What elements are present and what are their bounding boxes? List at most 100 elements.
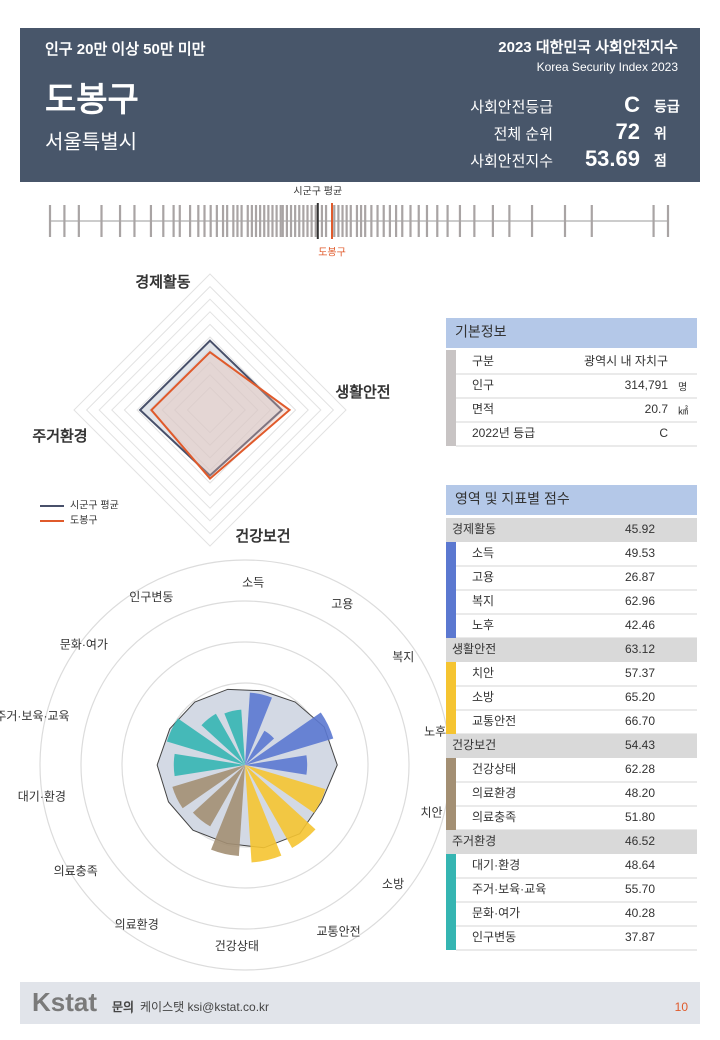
item-name: 고용 — [472, 570, 494, 584]
group-name: 주거환경 — [452, 834, 496, 848]
radar-grid — [98, 298, 322, 522]
item-score: 57.37 — [625, 666, 655, 680]
row-label: 구분 — [472, 354, 494, 368]
group-row — [446, 638, 697, 662]
row-value: 314,791 — [625, 378, 669, 392]
polar-wedge — [245, 730, 275, 765]
polar-wedge — [211, 765, 245, 856]
item-name: 인구변동 — [472, 930, 516, 944]
item-name: 의료충족 — [472, 810, 516, 824]
item-name: 주거·보육·교육 — [472, 882, 546, 896]
strip-district-label: 도봉구 — [318, 247, 346, 259]
item-name: 의료환경 — [472, 786, 516, 800]
polar-label: 의료충족 — [54, 864, 98, 878]
stat-label: 전체 순위 — [494, 126, 553, 143]
row-value: C — [659, 426, 668, 440]
radar-axis-label: 경제활동 — [135, 273, 190, 291]
row-marker — [446, 710, 456, 734]
stat-value: 72 — [616, 119, 640, 144]
group-score: 46.52 — [625, 834, 655, 848]
polar-wedge — [224, 709, 245, 765]
radar-axis-label: 생활안전 — [335, 383, 390, 401]
row-marker — [446, 758, 456, 782]
table-header — [446, 485, 697, 515]
item-score: 48.64 — [625, 858, 655, 872]
row-marker — [446, 806, 456, 830]
polar-wedge — [245, 765, 316, 849]
stat-value: 53.69 — [585, 146, 640, 171]
polar-label: 대기·환경 — [18, 790, 66, 804]
polar-wedge — [245, 755, 308, 775]
row-marker — [446, 398, 456, 422]
separator: | — [130, 1000, 133, 1014]
item-score: 62.28 — [625, 762, 655, 776]
radar-grid — [85, 285, 335, 535]
polar-wedge — [245, 712, 334, 765]
row-label: 인구 — [472, 378, 494, 392]
item-score: 65.20 — [625, 690, 655, 704]
radar-grid — [73, 273, 347, 547]
row-marker — [446, 350, 456, 374]
row-unit: ㎢ — [678, 406, 688, 418]
row-marker — [446, 542, 456, 566]
row-unit: 명 — [678, 382, 687, 394]
item-name: 대기·환경 — [472, 858, 520, 872]
footer-logo: Kstat — [32, 987, 97, 1017]
row-marker — [446, 590, 456, 614]
item-name: 문화·여가 — [472, 906, 520, 920]
row-value: 20.7 — [645, 402, 669, 416]
stat-label: 사회안전지수 — [470, 153, 553, 170]
stat-label: 사회안전등급 — [470, 99, 553, 116]
polar-wedge — [173, 753, 245, 777]
report-subtitle: Korea Security Index 2023 — [537, 60, 679, 74]
legend-label: 시군구 평균 — [70, 500, 119, 512]
row-marker — [446, 566, 456, 590]
polar-label: 고용 — [331, 597, 353, 611]
item-score: 49.53 — [625, 546, 655, 560]
group-row — [446, 734, 697, 758]
item-score: 62.96 — [625, 594, 655, 608]
polar-label: 소득 — [242, 575, 264, 589]
group-score: 54.43 — [625, 738, 655, 752]
header-band — [20, 28, 700, 182]
radar-grid — [111, 311, 309, 509]
item-name: 노후 — [472, 618, 494, 632]
item-score: 37.87 — [625, 930, 655, 944]
item-name: 소득 — [472, 546, 494, 560]
footer-band — [20, 982, 700, 1024]
polar-wedge — [172, 765, 245, 809]
polar-wedge — [245, 692, 273, 765]
stat-unit: 위 — [654, 126, 667, 142]
polar-label: 문화·여가 — [60, 637, 108, 651]
polar-wedge — [245, 765, 282, 863]
item-score: 55.70 — [625, 882, 655, 896]
stat-value: C — [624, 92, 640, 117]
group-row — [446, 830, 697, 854]
item-name: 소방 — [472, 690, 494, 704]
radar-grid — [136, 336, 284, 484]
row-marker — [446, 614, 456, 638]
table-header — [446, 318, 697, 348]
row-marker — [446, 686, 456, 710]
row-marker — [446, 926, 456, 950]
item-score: 42.46 — [625, 618, 655, 632]
item-name: 교통안전 — [472, 714, 516, 728]
region-name: 서울특별시 — [45, 130, 137, 153]
item-score: 48.20 — [625, 786, 655, 800]
row-marker — [446, 782, 456, 806]
polar-label: 의료환경 — [115, 917, 159, 931]
row-label: 2022년 등급 — [472, 426, 535, 440]
district-name: 도봉구 — [45, 81, 139, 119]
row-marker — [446, 902, 456, 926]
polar-wedge — [245, 765, 326, 813]
row-value: 광역시 내 자치구 — [584, 354, 668, 368]
stat-unit: 점 — [654, 153, 667, 169]
row-label: 면적 — [472, 402, 494, 416]
group-name: 건강보건 — [452, 738, 496, 752]
legend-label: 도봉구 — [70, 515, 98, 527]
row-marker — [446, 422, 456, 446]
stat-unit: 등급 — [654, 99, 680, 115]
group-name: 생활안전 — [452, 642, 496, 656]
